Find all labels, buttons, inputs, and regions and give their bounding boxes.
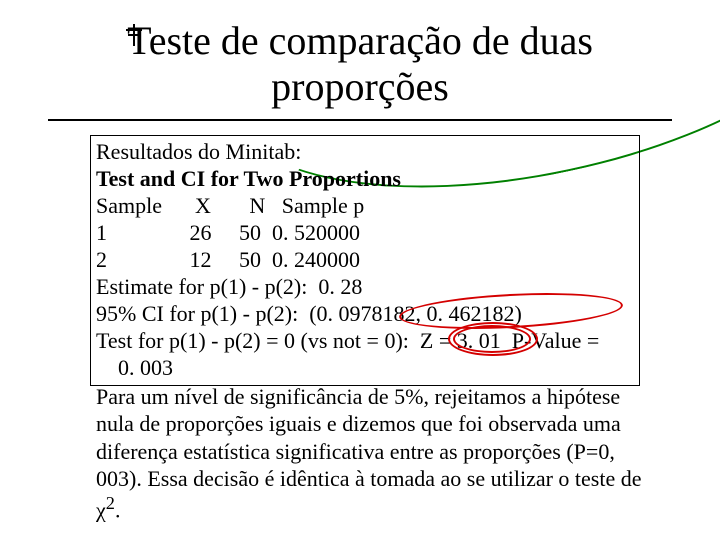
chi-exponent: 2 [106,493,115,513]
minitab-ci: 95% CI for p(1) - p(2): (0. 0978182, 0. … [96,301,522,326]
minitab-columns: Sample X N Sample p [96,193,364,218]
chi-symbol: χ [96,497,106,522]
minitab-output: Resultados do Minitab: Test and CI for T… [96,138,660,381]
minitab-header: Resultados do Minitab: [96,139,301,164]
conclusion-text: Para um nível de significância de 5%, re… [96,384,642,490]
minitab-estimate: Estimate for p(1) - p(2): 0. 28 [96,274,362,299]
minitab-test-a: Test for p(1) - p(2) = 0 (vs not = 0): Z… [96,328,599,353]
conclusion-period: . [115,497,121,522]
body-content: Resultados do Minitab: Test and CI for T… [96,138,660,523]
conclusion-paragraph: Para um nível de significância de 5%, re… [96,383,660,523]
minitab-row-1: 1 26 50 0. 520000 [96,220,360,245]
title-line-2: proporções [271,64,449,109]
title-underline [48,119,672,121]
slide-title: Teste de comparação de duas proporções [0,18,720,110]
title-line-1: Teste de comparação de duas [127,18,593,63]
minitab-subheader: Test and CI for Two Proportions [96,166,401,191]
slide: Teste de comparação de duas proporções R… [0,0,720,540]
minitab-test-b: 0. 003 [96,355,173,380]
minitab-row-2: 2 12 50 0. 240000 [96,247,360,272]
